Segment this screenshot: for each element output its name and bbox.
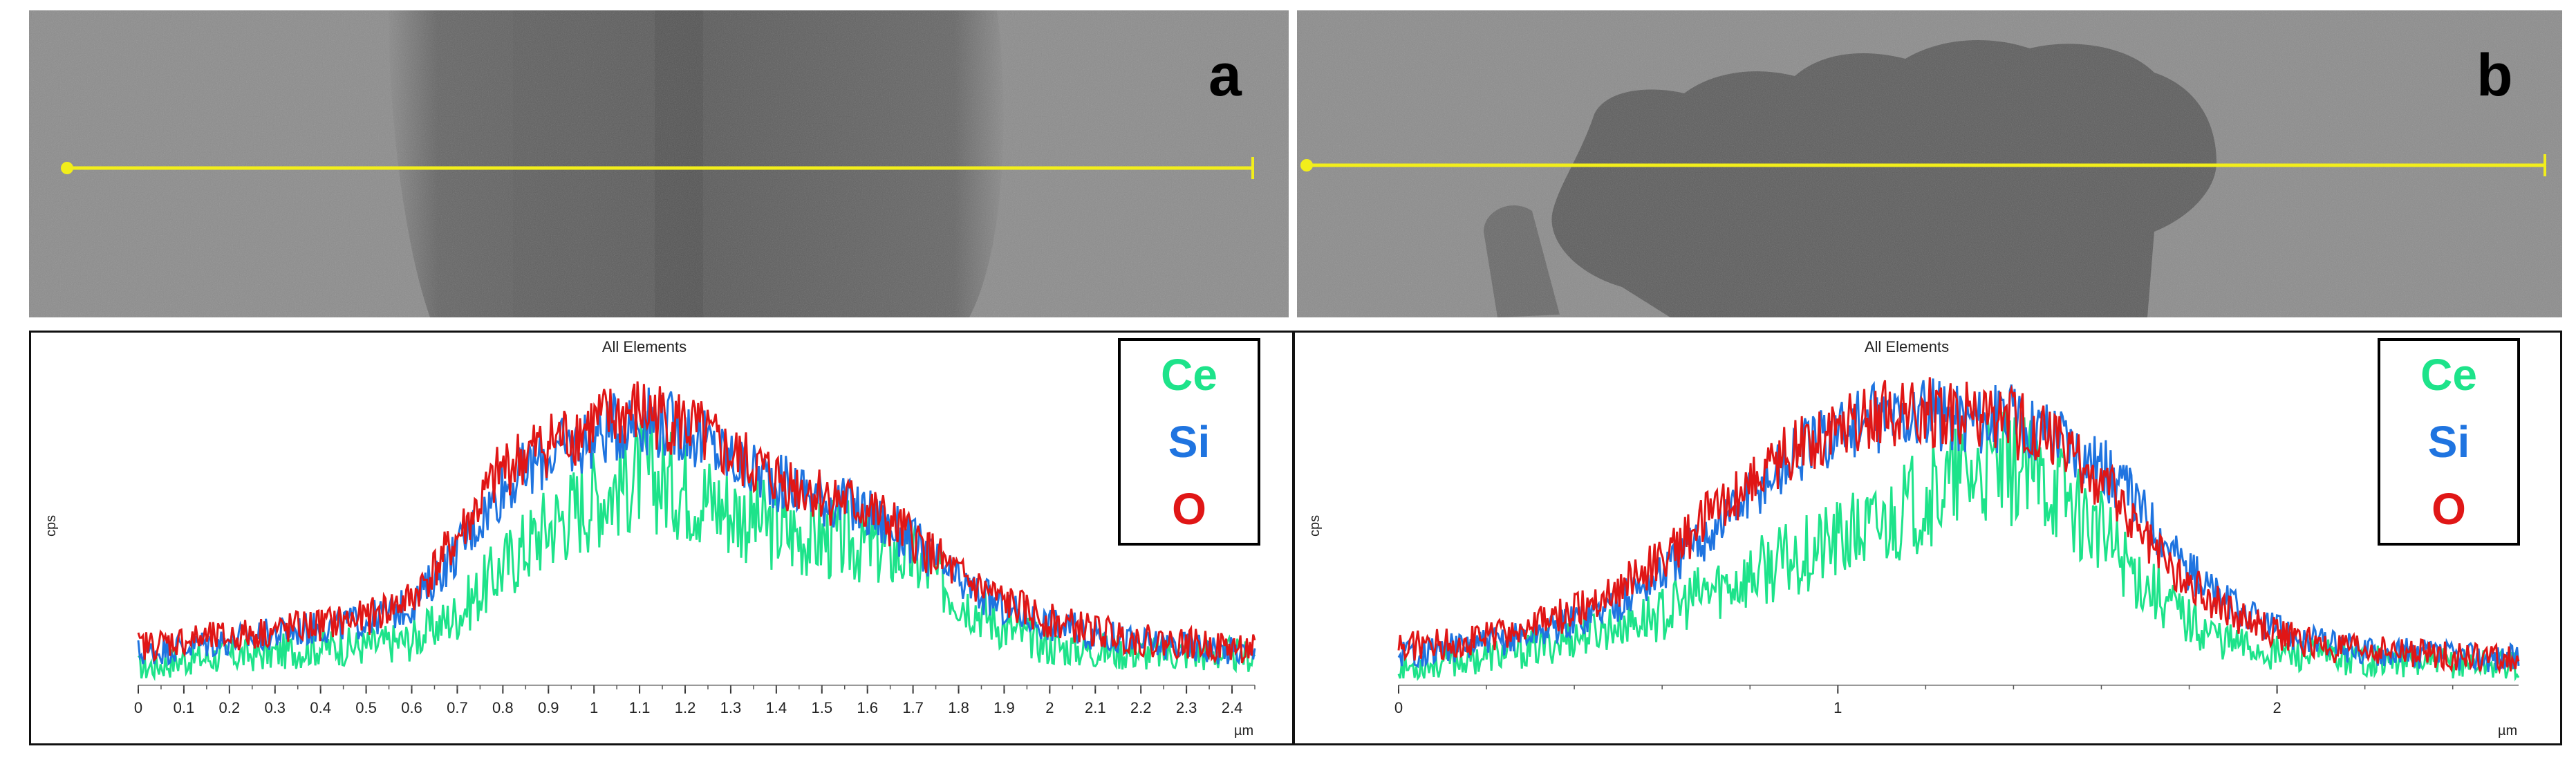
x-tick-label: 1.5: [811, 699, 832, 716]
x-axis-unit-b: µm: [2498, 723, 2518, 739]
x-tick-label: 0.4: [310, 699, 331, 716]
x-tick-label: 0.1: [174, 699, 195, 716]
legend-item-si: Si: [2427, 416, 2470, 467]
x-tick-label: 1: [590, 699, 598, 716]
series-line-o: [137, 381, 1256, 665]
legend-item-ce: Ce: [2420, 349, 2477, 400]
linescan-plot-b: 0 1 2: [1394, 377, 2520, 716]
x-axis-unit-a: µm: [1234, 723, 1254, 739]
linescan-chart-a: 0 0.1 0.2 0.3 0.4 0.5 0.6 0.7 0.8 0.9 1 1.1 1.2 1.3 1.…: [29, 331, 1294, 745]
x-tick-label: 0.6: [401, 699, 422, 716]
x-tick-label: 0: [134, 699, 142, 716]
x-tick-label: 0.5: [355, 699, 377, 716]
series-line-o: [1397, 377, 2520, 675]
y-axis-label-b: cps: [1307, 514, 1323, 537]
micrograph-b: [1297, 10, 2562, 317]
legend-a: Ce Si O: [1118, 338, 1260, 546]
micrograph-a-image: [29, 10, 1289, 317]
micrograph-b-image: [1297, 10, 2562, 317]
chart-title-b: All Elements: [1864, 338, 1950, 355]
legend-item-si: Si: [1168, 416, 1211, 467]
legend-item-o: O: [2432, 484, 2466, 535]
micrograph-a: [29, 10, 1289, 317]
x-tick-label: 2: [1045, 699, 1054, 716]
panel-label-b: b: [2476, 42, 2513, 109]
x-tick-label: 0.3: [264, 699, 286, 716]
x-tick-label: 1.6: [857, 699, 878, 716]
x-tick-label: 0.9: [538, 699, 559, 716]
chart-title-a: All Elements: [601, 338, 687, 355]
x-tick-label: 0.2: [219, 699, 241, 716]
x-tick-label: 1.2: [675, 699, 696, 716]
x-tick-label: 1.1: [629, 699, 651, 716]
x-tick-label: 2.3: [1176, 699, 1197, 716]
panel-label-a: a: [1208, 42, 1242, 109]
y-axis-label-a: cps: [44, 514, 59, 537]
x-tick-label: 0.8: [492, 699, 514, 716]
x-tick-label: 2: [2272, 699, 2281, 716]
x-tick-label: 1.3: [720, 699, 742, 716]
legend-b: Ce Si O: [2378, 338, 2520, 546]
x-tick-label: 0: [1394, 699, 1403, 716]
x-tick-label: 2.2: [1130, 699, 1152, 716]
x-tick-label: 2.4: [1222, 699, 1243, 716]
x-tick-label: 1: [1833, 699, 1842, 716]
x-tick-label: 1.8: [948, 699, 969, 716]
x-tick-label: 0.7: [447, 699, 468, 716]
x-tick-label: 2.1: [1085, 699, 1106, 716]
linescan-chart-b: 0 1 2 All Elements cps µm Ce Si O: [1293, 331, 2562, 745]
legend-item-o: O: [1172, 484, 1206, 535]
x-tick-label: 1.9: [993, 699, 1015, 716]
linescan-plot-a: 0 0.1 0.2 0.3 0.4 0.5 0.6 0.7 0.8 0.9 1 1.1 1.2 1.3 1.…: [134, 381, 1256, 716]
x-tick-label: 1.4: [766, 699, 787, 716]
legend-item-ce: Ce: [1161, 349, 1217, 400]
x-tick-label: 1.7: [902, 699, 924, 716]
